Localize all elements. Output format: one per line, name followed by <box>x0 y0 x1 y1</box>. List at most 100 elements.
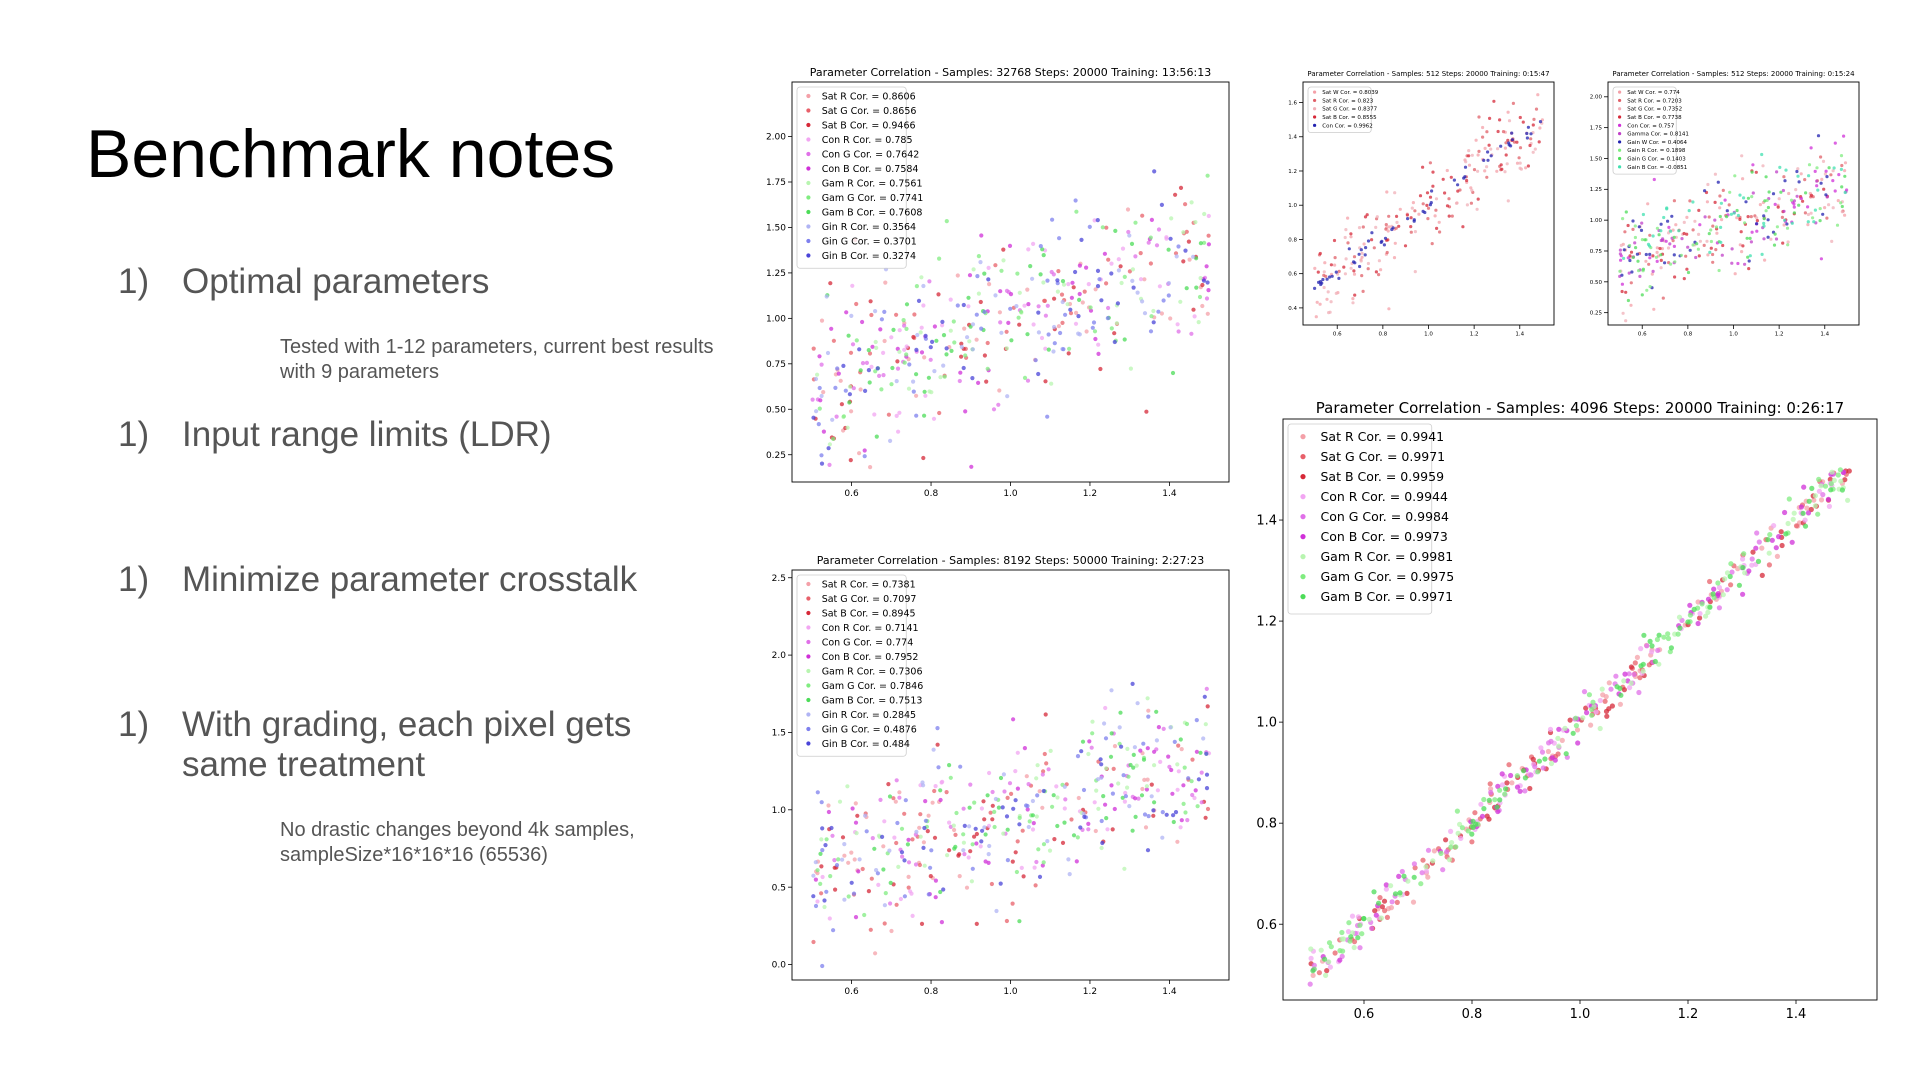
scatter-point <box>897 410 902 415</box>
scatter-point <box>1672 253 1676 257</box>
scatter-point <box>1796 174 1800 178</box>
scatter-point <box>1134 763 1139 768</box>
scatter-point <box>1357 945 1363 951</box>
scatter-point <box>1465 828 1471 834</box>
scatter-point <box>1651 269 1655 273</box>
scatter-point <box>1103 802 1108 807</box>
scatter-point <box>951 319 956 324</box>
scatter-point <box>1026 247 1031 252</box>
scatter-point <box>1332 950 1338 956</box>
scatter-point <box>1688 248 1692 252</box>
scatter-point <box>813 903 819 909</box>
scatter-point <box>955 273 960 278</box>
scatter-point <box>1835 223 1840 227</box>
scatter-point <box>1677 625 1683 631</box>
legend-label: Gin B Cor. = 0.3274 <box>822 251 916 262</box>
legend-marker <box>806 209 811 215</box>
scatter-point <box>1109 261 1114 266</box>
scatter-plot-512-a: Parameter Correlation - Samples: 512 Ste… <box>1288 70 1555 338</box>
scatter-point <box>866 348 871 353</box>
scatter-point <box>933 895 938 900</box>
scatter-point <box>1696 247 1700 251</box>
y-tick-label: 1.6 <box>1288 100 1297 106</box>
scatter-point <box>1829 469 1835 475</box>
scatter-point <box>1500 167 1504 171</box>
scatter-point <box>1711 252 1715 257</box>
scatter-point <box>906 885 911 890</box>
scatter-point <box>1673 275 1677 279</box>
scatter-point <box>1659 229 1663 233</box>
scatter-point <box>1142 277 1147 282</box>
scatter-point <box>947 820 952 825</box>
scatter-point <box>892 835 897 840</box>
scatter-point <box>1040 772 1045 777</box>
scatter-point <box>811 346 816 351</box>
scatter-point <box>1069 295 1074 300</box>
scatter-point <box>1016 315 1021 320</box>
scatter-point <box>819 461 825 466</box>
legend-label: Con B Cor. = 0.7952 <box>822 652 919 663</box>
scatter-point <box>1146 240 1151 245</box>
scatter-point <box>1713 218 1717 222</box>
scatter-point <box>811 894 816 899</box>
scatter-point <box>1109 326 1114 331</box>
scatter-point <box>1405 213 1409 217</box>
scatter-point <box>1525 136 1529 140</box>
scatter-point <box>1204 264 1209 269</box>
scatter-point <box>1481 806 1487 812</box>
scatter-point <box>1310 972 1316 979</box>
scatter-point <box>1655 250 1659 254</box>
scatter-point <box>1487 781 1493 787</box>
scatter-point <box>1015 786 1020 791</box>
scatter-point <box>1205 806 1211 812</box>
scatter-point <box>1621 678 1627 684</box>
legend-label: Gain R Cor. = 0.1898 <box>1627 148 1686 154</box>
scatter-point <box>1639 228 1644 232</box>
scatter-point <box>1382 243 1386 247</box>
scatter-point <box>1655 246 1659 250</box>
scatter-point <box>1046 767 1051 772</box>
scatter-point <box>1111 766 1116 771</box>
scatter-point <box>1556 743 1562 749</box>
scatter-point <box>1130 681 1135 686</box>
scatter-point <box>936 765 941 770</box>
scatter-point <box>862 912 867 918</box>
scatter-point <box>869 312 874 318</box>
scatter-point <box>1730 247 1734 251</box>
scatter-point <box>872 846 877 851</box>
scatter-point <box>1497 797 1503 803</box>
scatter-point <box>1052 837 1057 842</box>
legend-label: Gam R Cor. = 0.9981 <box>1321 549 1454 564</box>
scatter-point <box>1110 791 1115 796</box>
scatter-point <box>1618 269 1622 273</box>
scatter-point <box>1204 786 1210 791</box>
scatter-point <box>1815 511 1821 517</box>
scatter-point <box>937 410 942 416</box>
scatter-point <box>825 350 831 356</box>
scatter-point <box>1652 307 1656 311</box>
scatter-point <box>935 742 940 747</box>
scatter-point <box>1791 510 1797 516</box>
scatter-point <box>1169 767 1174 773</box>
scatter-point <box>993 293 998 298</box>
scatter-point <box>1773 545 1779 551</box>
scatter-point <box>1046 332 1051 337</box>
scatter-point <box>1090 731 1095 736</box>
scatter-point <box>1659 253 1663 257</box>
scatter-point <box>1131 752 1136 757</box>
scatter-point <box>1009 791 1014 796</box>
scatter-point <box>1434 208 1438 212</box>
scatter-point <box>1123 790 1128 796</box>
scatter-point <box>1178 737 1183 742</box>
scatter-point <box>1843 161 1848 165</box>
scatter-point <box>1133 254 1138 259</box>
scatter-point <box>1671 228 1675 232</box>
scatter-point <box>1392 256 1397 260</box>
scatter-point <box>1669 229 1673 233</box>
scatter-point <box>1073 269 1078 275</box>
scatter-point <box>1655 226 1659 230</box>
legend-label: Con R Cor. = 0.9944 <box>1321 489 1448 504</box>
scatter-point <box>1608 686 1614 692</box>
scatter-point <box>1525 131 1529 136</box>
scatter-point <box>881 350 886 355</box>
